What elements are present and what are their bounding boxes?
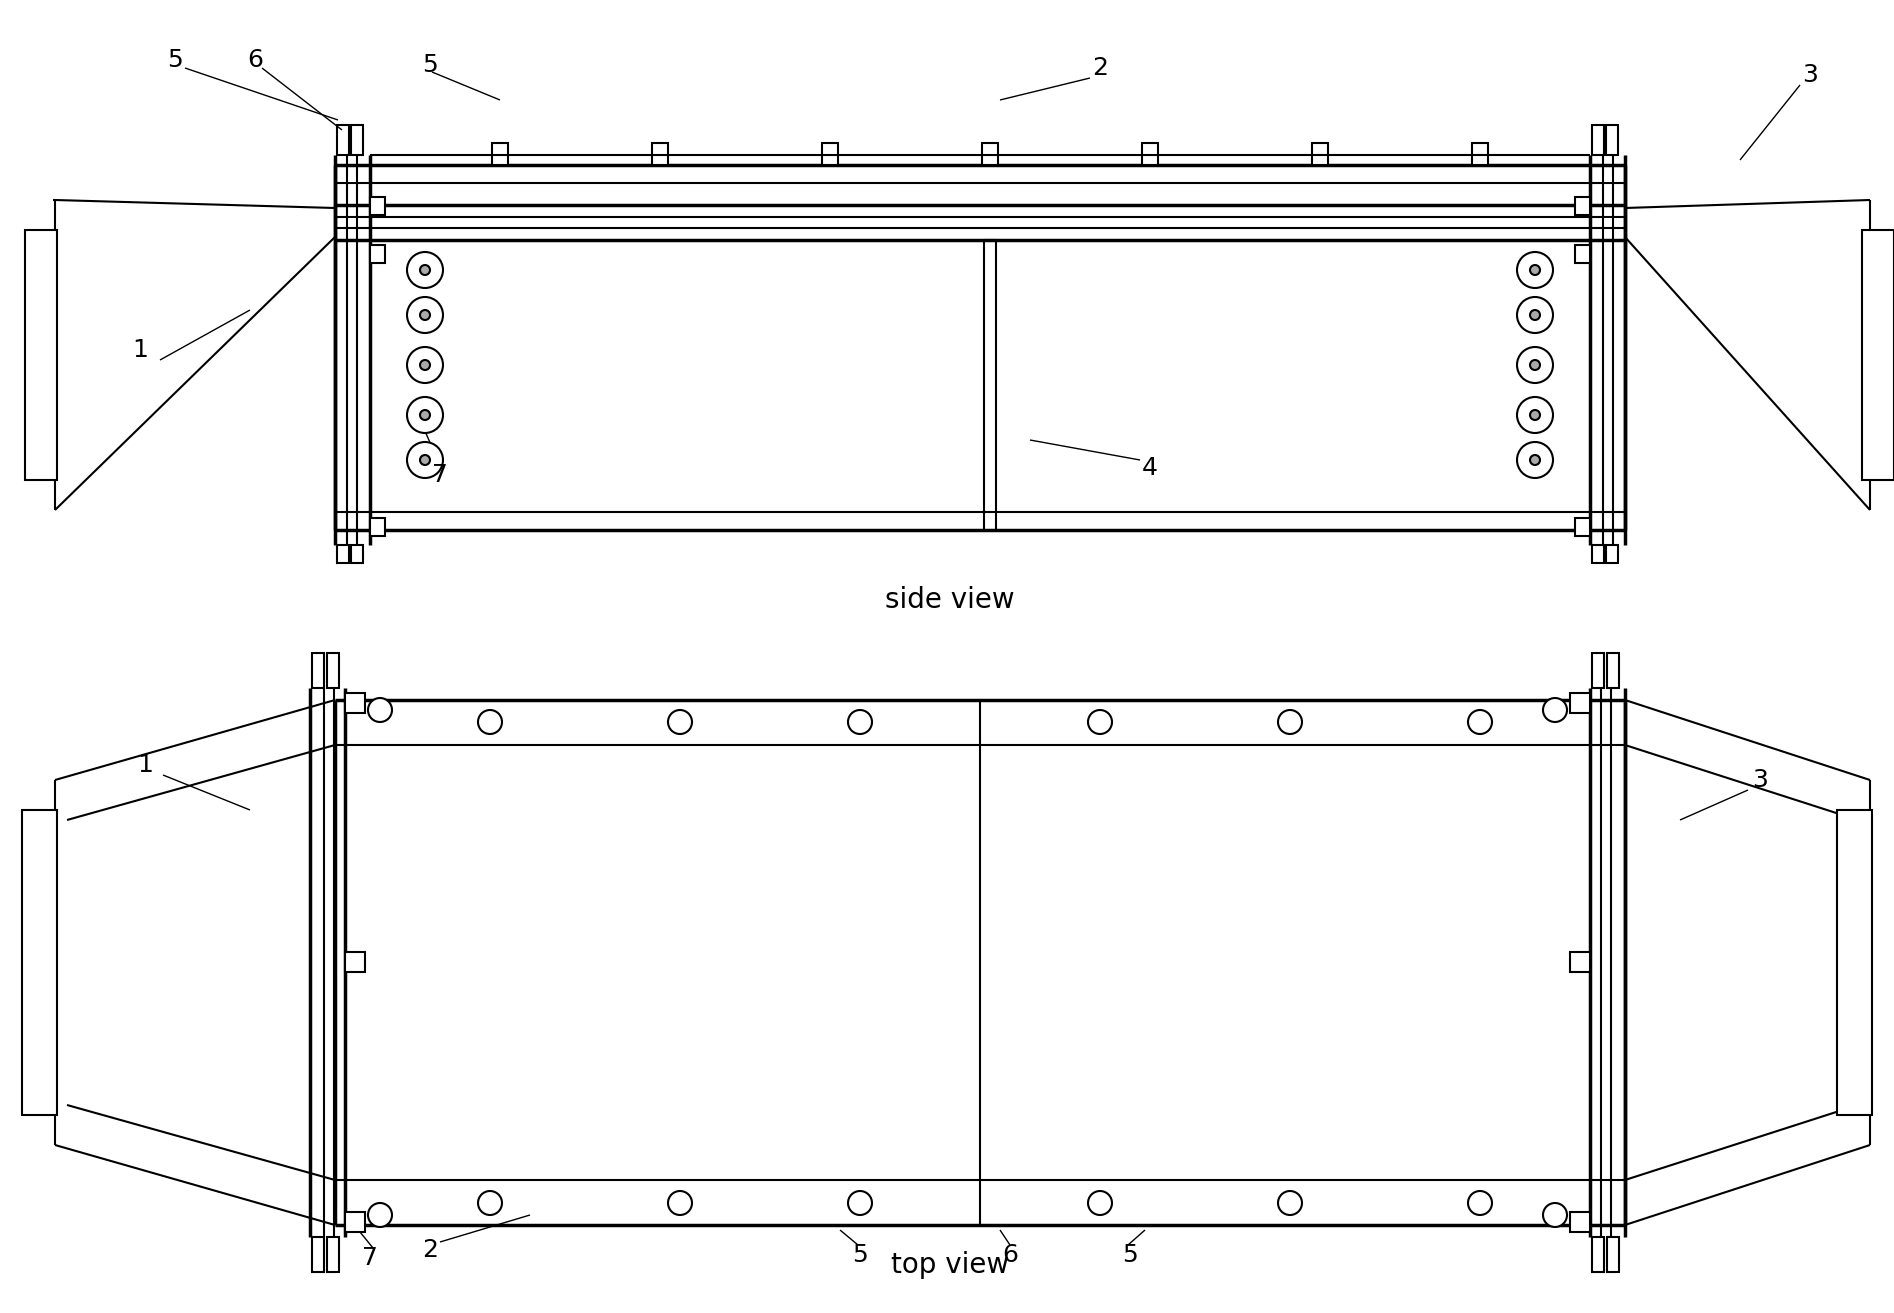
Circle shape (477, 1191, 502, 1215)
Circle shape (1517, 347, 1553, 383)
Circle shape (407, 397, 443, 433)
Text: 7: 7 (362, 1246, 379, 1270)
Circle shape (420, 265, 430, 274)
Circle shape (1087, 710, 1112, 734)
Bar (1570, 952, 1589, 972)
Bar (1570, 693, 1589, 713)
Text: top view: top view (890, 1251, 1010, 1279)
Bar (1837, 810, 1871, 1115)
Circle shape (1468, 710, 1492, 734)
Circle shape (1530, 456, 1540, 465)
Bar (1576, 197, 1589, 215)
Bar (337, 125, 348, 155)
Bar (328, 1237, 339, 1272)
Text: 3: 3 (1801, 63, 1818, 87)
Circle shape (420, 310, 430, 320)
Circle shape (407, 252, 443, 288)
Bar (313, 1237, 324, 1272)
Circle shape (849, 710, 871, 734)
Text: 5: 5 (167, 49, 184, 72)
Circle shape (1530, 410, 1540, 420)
Circle shape (420, 456, 430, 465)
Text: 5: 5 (422, 53, 438, 77)
Circle shape (1517, 397, 1553, 433)
Bar (1606, 125, 1617, 155)
Bar (345, 1212, 366, 1232)
Circle shape (420, 410, 430, 420)
Bar (1606, 1237, 1619, 1272)
Bar (369, 519, 384, 536)
Circle shape (1544, 699, 1566, 722)
Circle shape (1530, 310, 1540, 320)
Text: 2: 2 (1093, 56, 1108, 80)
Bar (1313, 143, 1328, 165)
Bar (981, 143, 998, 165)
Bar (25, 230, 57, 481)
Bar (1593, 125, 1604, 155)
Text: 1: 1 (133, 337, 148, 362)
Circle shape (407, 297, 443, 334)
Bar (492, 143, 508, 165)
Circle shape (1468, 1191, 1492, 1215)
Circle shape (849, 1191, 871, 1215)
Bar (652, 143, 669, 165)
Bar (822, 143, 837, 165)
Bar (1862, 230, 1894, 481)
Text: 4: 4 (1142, 456, 1157, 481)
Circle shape (1278, 710, 1301, 734)
Bar (1606, 545, 1617, 563)
Circle shape (1517, 252, 1553, 288)
Text: 6: 6 (1002, 1243, 1017, 1267)
Circle shape (669, 1191, 691, 1215)
Circle shape (1517, 297, 1553, 334)
Circle shape (477, 710, 502, 734)
Circle shape (1087, 1191, 1112, 1215)
Bar (1593, 653, 1604, 688)
Bar (337, 545, 348, 563)
Circle shape (367, 1203, 392, 1228)
Bar (345, 693, 366, 713)
Text: 1: 1 (136, 752, 153, 777)
Bar (1606, 653, 1619, 688)
Circle shape (407, 347, 443, 383)
Bar (328, 653, 339, 688)
Bar (1570, 1212, 1589, 1232)
Text: side view: side view (884, 586, 1015, 614)
Circle shape (669, 710, 691, 734)
Text: 2: 2 (422, 1238, 438, 1262)
Bar (313, 653, 324, 688)
Bar (1472, 143, 1489, 165)
Circle shape (407, 442, 443, 478)
Bar (369, 197, 384, 215)
Bar (369, 246, 384, 263)
Bar (350, 125, 364, 155)
Text: 3: 3 (1752, 768, 1767, 792)
Bar (1576, 246, 1589, 263)
Bar (1576, 519, 1589, 536)
Circle shape (1278, 1191, 1301, 1215)
Bar (350, 545, 364, 563)
Text: 6: 6 (246, 49, 263, 72)
Circle shape (420, 360, 430, 370)
Circle shape (1544, 1203, 1566, 1228)
Text: 7: 7 (432, 463, 449, 487)
Bar (23, 810, 57, 1115)
Text: 5: 5 (852, 1243, 867, 1267)
Bar (345, 952, 366, 972)
Bar (1593, 545, 1604, 563)
Circle shape (1517, 442, 1553, 478)
Bar (1593, 1237, 1604, 1272)
Text: 5: 5 (1121, 1243, 1138, 1267)
Circle shape (1530, 265, 1540, 274)
Circle shape (1530, 360, 1540, 370)
Bar (1142, 143, 1157, 165)
Circle shape (367, 699, 392, 722)
